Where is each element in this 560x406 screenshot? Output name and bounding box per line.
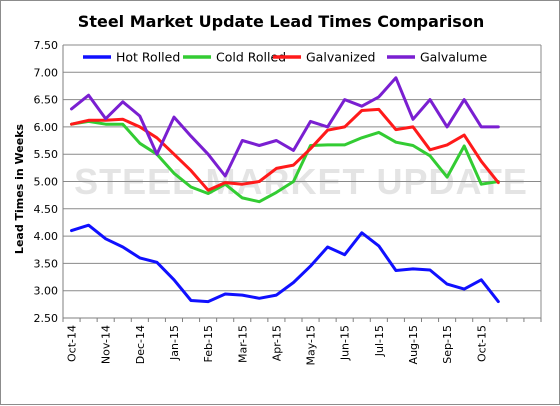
x-tick-label: Nov-14: [100, 325, 113, 364]
series-line-cold-rolled: [70, 119, 500, 204]
x-tick-label: Mar-15: [236, 325, 249, 363]
axes: 7.50 7.00 6.50 6.00 5.50 5.00 4.50 4.00 3.50 3.00…: [34, 39, 542, 366]
x-tick-label: Oct-14: [66, 325, 79, 362]
chart-title: Steel Market Update Lead Times Compariso…: [78, 12, 484, 31]
x-tick-label: Aug-15: [407, 325, 420, 364]
series-line-galvanized: [70, 107, 500, 192]
y-tick-label: 2.50: [34, 312, 59, 325]
series-group: [70, 76, 500, 304]
series-line-hot-rolled: [70, 223, 500, 304]
x-tick-label: Dec-14: [134, 325, 147, 364]
legend-label-galvanized: Galvanized: [306, 50, 375, 65]
y-tick-label: 3.50: [34, 257, 59, 270]
y-tick-label: 4.00: [34, 230, 59, 243]
x-tick-label: May-15: [305, 325, 318, 366]
gridlines: [63, 44, 541, 319]
x-tick-label: Jul-15: [373, 325, 386, 357]
series-line-galvalume: [70, 76, 500, 178]
x-tick-label: Jun-15: [339, 325, 352, 361]
y-tick-label: 4.50: [34, 203, 59, 216]
x-tick-label: Apr-15: [270, 325, 283, 361]
y-tick-label: 5.00: [34, 176, 59, 189]
x-tick-label: Jan-15: [168, 325, 181, 361]
legend: Hot Rolled Cold Rolled Galvanized Galvalume: [83, 50, 487, 65]
y-tick-label: 5.50: [34, 148, 59, 161]
x-tick-label: Sep-15: [441, 325, 454, 364]
y-axis-label: Lead Times in Weeks: [13, 123, 26, 254]
x-tick-label: Feb-15: [202, 325, 215, 362]
x-tick-label: Oct-15: [475, 325, 488, 362]
legend-label-galvalume: Galvalume: [420, 50, 487, 65]
legend-label-hot-rolled: Hot Rolled: [116, 50, 180, 65]
y-tick-label: 7.50: [34, 39, 59, 52]
y-tick-label: 6.00: [34, 121, 59, 134]
y-tick-label: 6.50: [34, 94, 59, 107]
legend-label-cold-rolled: Cold Rolled: [216, 50, 286, 65]
y-tick-label: 7.00: [34, 66, 59, 79]
y-tick-label: 3.00: [34, 285, 59, 298]
